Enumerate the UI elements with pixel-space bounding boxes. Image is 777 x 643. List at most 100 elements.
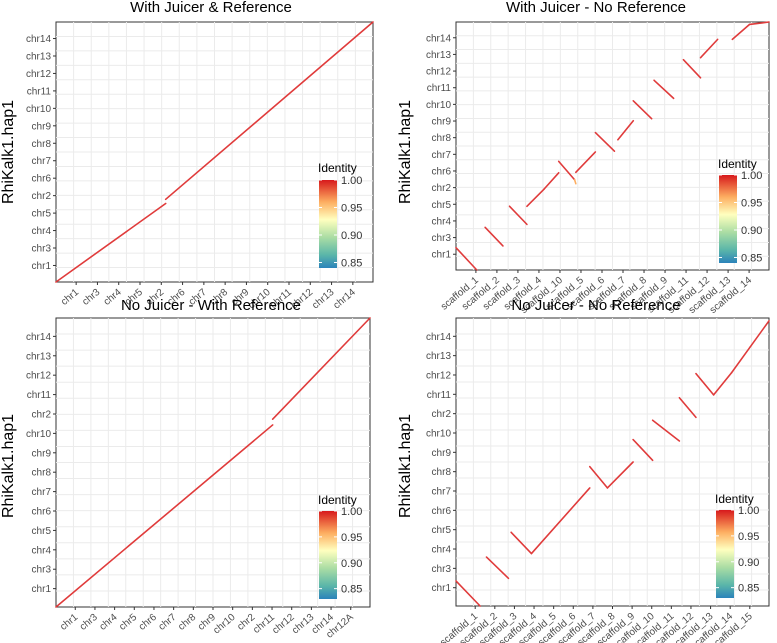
legend-tick-label: 0.90 [341,558,362,570]
panel-2-ylabel: RhiKalk1.hap1 [397,100,414,204]
panel-4-ylabel: RhiKalk1.hap1 [397,414,414,518]
alignment-segment [164,21,374,201]
alignment-segment [730,345,752,374]
alignment-segment [651,419,681,442]
alignment-segment [731,23,751,41]
alignment-segment [653,79,675,100]
y-tick-label: chr5 [432,200,452,211]
alignment-segment [606,461,634,489]
alignment-segment [748,21,770,26]
alignment-segment [508,205,528,226]
panel-3-x-ticks: chr1chr3chr4chr5chr6chr7chr8chr9chr10chr… [58,607,356,641]
x-tick-label: chr7 [157,612,179,633]
x-tick-label: chr3 [78,612,100,633]
alignment-segment [617,119,635,141]
x-tick-label: chr4 [98,612,120,633]
alignment-segment [573,178,577,185]
panel-1-legend-colorbar [319,180,337,268]
alignment-segment [455,246,478,271]
y-tick-label: chr6 [32,174,52,185]
y-tick-label: chr11 [27,86,52,97]
panel-3-legend-colorbar [319,511,337,599]
panel-2-legend: Identity 1.00 0.95 0.90 0.85 [718,157,762,265]
x-tick-label: chr8 [176,612,198,633]
panel-1-y-ticks: chr1 chr3 chr4 chr5 chr2 chr6 chr7 chr8 chr9 chr1… [26,34,56,272]
y-tick-label: chr3 [32,244,52,255]
legend-tick-label: 0.85 [341,584,362,596]
y-tick-label: chr3 [32,565,52,576]
alignment-segment [749,320,770,348]
panel-2-y-ticks: chr1 chr3 chr4 chr5 chr2 chr6 chr7 chr8 chr9 chr1… [426,33,456,261]
y-tick-label: chr3 [432,233,452,244]
y-tick-label: chr12 [26,371,51,382]
panel-1-title: With Juicer & Reference [130,0,292,16]
y-tick-label: chr2 [32,191,52,202]
y-tick-label: chr2 [432,183,452,194]
y-tick-label: chr4 [432,216,452,227]
panel-4-legend: Identity 1.00 0.95 0.90 0.85 [715,492,759,598]
legend-tick-label: 1.00 [341,506,362,518]
y-tick-label: chr9 [32,448,52,459]
panel-1: With Juicer & Reference RhiKalk1.hap1 ch… [0,0,374,312]
panel-2-legend-colorbar [719,175,737,263]
alignment-segment [695,372,715,396]
alignment-segment [55,424,274,608]
panel-4-title: No Juicer - No Reference [511,297,680,314]
y-tick-label: chr3 [432,564,452,575]
alignment-segment [678,396,697,419]
y-tick-label: chr6 [432,166,452,177]
y-tick-label: chr8 [432,467,452,478]
y-tick-label: chr11 [27,390,52,401]
legend-tick-label: 1.00 [341,175,362,187]
y-tick-label: chr10 [26,104,51,115]
y-tick-label: chr12 [426,67,451,78]
legend-tick-label: 1.00 [741,170,762,182]
panel-4-y-ticks: chr1 chr3 chr4 chr5 chr6 chr7 chr8 chr9 chr10 chr… [426,332,456,594]
alignment-segment [455,580,481,607]
panel-2-grid [455,21,770,271]
alignment-segment [271,317,371,420]
panel-2-legend-ticks: 1.00 0.95 0.90 0.85 [719,170,762,265]
alignment-segment [557,160,576,181]
x-tick-label: chr6 [137,612,159,633]
panel-3-legend-title: Identity [318,493,357,507]
y-tick-label: chr9 [32,121,52,132]
alignment-segment [510,531,533,555]
alignment-segment [632,100,653,120]
y-tick-label: chr1 [432,583,452,594]
y-tick-label: chr7 [432,487,452,498]
y-tick-label: chr7 [32,156,52,167]
y-tick-label: chr13 [26,51,51,62]
panel-3-legend: Identity 1.00 0.95 0.90 0.85 [318,493,362,599]
panel-4-segments [455,320,770,607]
x-tick-label: chr1 [59,287,81,308]
y-tick-label: chr11 [427,83,452,94]
panel-2-segments [455,21,770,271]
legend-tick-label: 0.90 [341,230,362,242]
y-tick-label: chr1 [32,584,52,595]
y-tick-label: chr11 [427,390,452,401]
y-tick-label: chr8 [32,468,52,479]
x-tick-label: chr14 [332,287,359,312]
y-tick-label: chr14 [426,33,451,44]
y-tick-label: chr6 [32,507,52,518]
panel-4: No Juicer - No Reference RhiKalk1.hap1 s… [397,297,770,643]
y-tick-label: chr2 [432,409,452,420]
y-tick-label: chr9 [432,448,452,459]
x-tick-label: chr5 [117,612,139,633]
y-tick-label: chr9 [432,117,452,128]
x-tick-label: chr13 [310,287,337,312]
alignment-segment [712,371,733,396]
legend-tick-label: 0.85 [738,583,759,595]
x-tick-label: chr3 [80,287,102,308]
y-tick-label: chr5 [32,209,52,220]
alignment-segment [55,202,167,283]
panel-1-ylabel: RhiKalk1.hap1 [0,100,17,204]
panel-1-grid [55,21,374,283]
alignment-segment [575,151,597,174]
legend-tick-label: 0.85 [341,258,362,270]
y-tick-label: chr7 [432,150,452,161]
legend-tick-label: 0.95 [738,531,759,543]
panel-3-title: No Juicer - With Reference [121,297,301,314]
